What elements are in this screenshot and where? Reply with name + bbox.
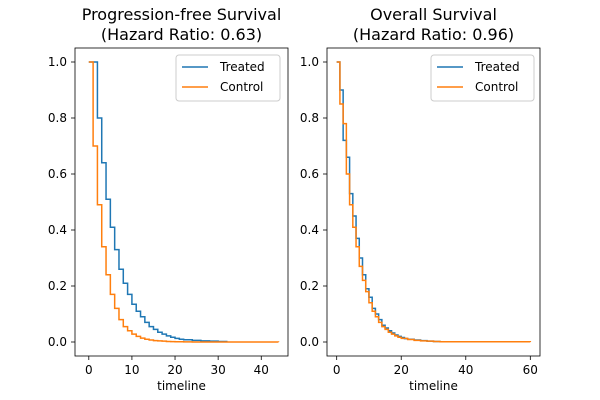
- x-tick-label: 40: [254, 363, 269, 377]
- y-tick-label: 0.4: [48, 223, 67, 237]
- y-tick-label: 0.2: [48, 279, 67, 293]
- y-tick-label: 1.0: [300, 55, 319, 69]
- y-tick-label: 0.6: [48, 167, 67, 181]
- x-tick-label: 0: [85, 363, 93, 377]
- series-line-control: [336, 61, 532, 343]
- axes-frame: [326, 47, 541, 357]
- y-tick-label: 0.2: [300, 279, 319, 293]
- axes-frame: [74, 47, 289, 357]
- x-tick-label: 30: [211, 363, 226, 377]
- chart-title-line-2: (Hazard Ratio: 0.63): [101, 25, 262, 44]
- legend-entry-control: Control: [475, 80, 518, 94]
- x-tick-label: 0: [333, 363, 341, 377]
- y-tick-label: 1.0: [48, 55, 67, 69]
- y-tick-label: 0.8: [300, 111, 319, 125]
- x-tick-label: 20: [167, 363, 182, 377]
- subplot-1: Progression-free Survival(Hazard Ratio: …: [48, 5, 289, 393]
- x-axis-label: timeline: [157, 379, 206, 393]
- x-tick-label: 40: [458, 363, 473, 377]
- legend: Treated Control: [430, 54, 535, 102]
- x-tick-label: 60: [523, 363, 538, 377]
- series-line-treated: [88, 61, 228, 343]
- x-tick-label: 20: [394, 363, 409, 377]
- y-tick-label: 0.0: [48, 335, 67, 349]
- x-axis-label: timeline: [409, 379, 458, 393]
- legend-entry-control: Control: [220, 80, 263, 94]
- y-tick-label: 0.8: [48, 111, 67, 125]
- chart-title-line-1: Overall Survival: [370, 5, 497, 24]
- subplot-2: Overall Survival(Hazard Ratio: 0.96) 0 20 4…: [300, 5, 541, 393]
- legend-entry-treated: Treated: [219, 60, 265, 74]
- x-tick-label: 10: [124, 363, 139, 377]
- legend-entry-treated: Treated: [474, 60, 520, 74]
- series-line-treated: [336, 61, 441, 343]
- series-line-control: [88, 61, 280, 343]
- chart-title-line-1: Progression-free Survival: [82, 5, 282, 24]
- y-tick-label: 0.0: [300, 335, 319, 349]
- y-tick-label: 0.4: [300, 223, 319, 237]
- chart-title-line-2: (Hazard Ratio: 0.96): [353, 25, 514, 44]
- y-tick-label: 0.6: [300, 167, 319, 181]
- legend: Treated Control: [175, 54, 281, 102]
